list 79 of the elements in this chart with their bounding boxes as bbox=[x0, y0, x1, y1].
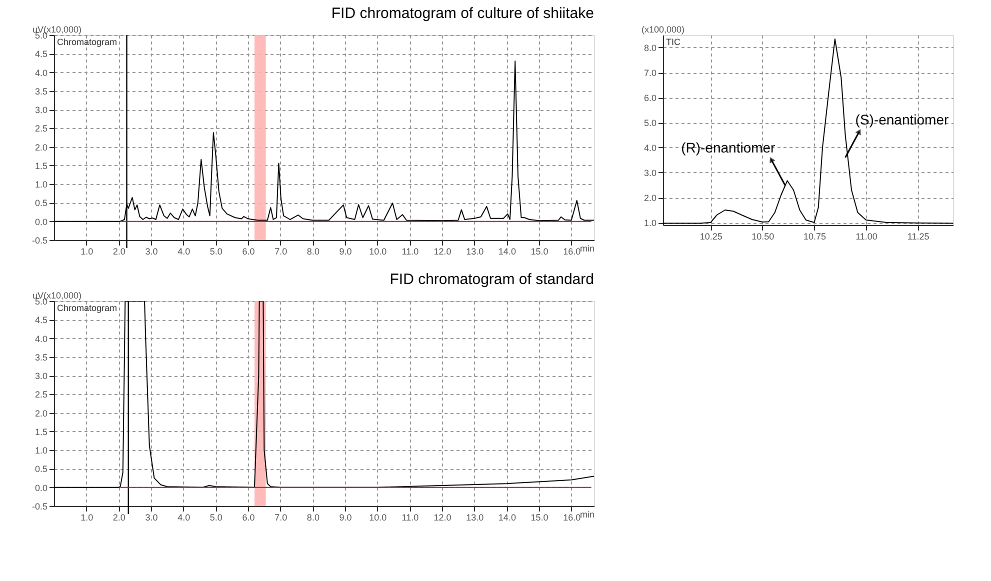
y-tick-label: 8.0 bbox=[644, 43, 656, 53]
y-tick-label: -0.5 bbox=[32, 502, 48, 512]
x-tick-label: 4.0 bbox=[178, 246, 190, 256]
y-tick-label: 1.0 bbox=[34, 446, 48, 456]
x-tick-label: 13.0 bbox=[466, 246, 484, 256]
y-tick-label: 2.5 bbox=[34, 390, 48, 400]
y-tick-label: 0.5 bbox=[34, 464, 48, 474]
x-tick-label: 14.0 bbox=[498, 512, 516, 522]
y-tick-label: 4.5 bbox=[34, 315, 48, 326]
x-tick-label: 9.0 bbox=[339, 512, 352, 522]
x-tick-label: 5.0 bbox=[210, 246, 222, 256]
x-tick-label: 7.0 bbox=[274, 512, 288, 522]
y-tick-label: 1.0 bbox=[34, 180, 48, 190]
x-tick-label: 16.0 bbox=[563, 246, 581, 256]
x-tick-label: 15.0 bbox=[530, 512, 548, 522]
x-tick-label: 10.25 bbox=[700, 232, 722, 242]
x-axis-title: min bbox=[580, 244, 594, 254]
chart-title: FID chromatogram of standard bbox=[390, 271, 594, 288]
x-tick-label: 10.0 bbox=[369, 512, 387, 522]
annotation: TIC bbox=[666, 37, 681, 47]
y-tick-label: 0.5 bbox=[34, 198, 48, 208]
x-tick-label: 11.0 bbox=[402, 246, 419, 256]
x-tick-label: 9.0 bbox=[339, 246, 352, 256]
y-tick-label: 3.0 bbox=[34, 105, 48, 116]
x-tick-label: 10.50 bbox=[752, 232, 774, 242]
x-tick-label: 3.0 bbox=[145, 246, 158, 256]
x-tick-label: 15.0 bbox=[530, 246, 548, 256]
x-tick-label: 1.0 bbox=[80, 246, 94, 256]
x-tick-label: 4.0 bbox=[178, 512, 190, 522]
x-tick-label: 12.0 bbox=[434, 512, 452, 522]
y-tick-label: 0.0 bbox=[34, 482, 48, 493]
y-tick-label: 2.0 bbox=[644, 193, 656, 203]
x-tick-label: 13.0 bbox=[466, 512, 484, 522]
annotation: (S)-enantiomer bbox=[855, 112, 949, 128]
y-tick-label: 0.0 bbox=[34, 216, 48, 227]
x-tick-label: 7.0 bbox=[274, 246, 288, 256]
x-tick-label: 12.0 bbox=[434, 246, 452, 256]
x-tick-label: 3.0 bbox=[145, 512, 158, 522]
y-tick-label: 2.5 bbox=[34, 124, 48, 134]
y-tick-label: 4.0 bbox=[34, 334, 48, 344]
y-tick-label: 6.0 bbox=[644, 93, 656, 103]
x-tick-label: 11.25 bbox=[907, 232, 930, 242]
y-tick-label: 1.0 bbox=[644, 218, 656, 228]
x-tick-label: 2.0 bbox=[112, 512, 126, 522]
y-tick-label: 2.0 bbox=[34, 142, 48, 152]
annotation: Chromatogram bbox=[57, 37, 118, 47]
y-tick-label: 3.5 bbox=[34, 352, 48, 362]
y-tick-label: 1.5 bbox=[34, 426, 48, 437]
x-tick-label: 10.75 bbox=[803, 232, 826, 242]
x-tick-label: 11.0 bbox=[402, 512, 419, 522]
y-tick-label: 4.5 bbox=[34, 49, 48, 60]
y-tick-label: -0.5 bbox=[32, 236, 48, 246]
x-tick-label: 10.0 bbox=[369, 246, 387, 256]
y-tick-label: 3.0 bbox=[644, 168, 656, 178]
y-axis-title: uV(x10,000) bbox=[32, 24, 82, 34]
x-tick-label: 6.0 bbox=[242, 246, 255, 256]
y-tick-label: 4.0 bbox=[34, 68, 48, 78]
y-tick-label: 7.0 bbox=[644, 68, 656, 78]
x-tick-label: 5.0 bbox=[210, 512, 222, 522]
x-tick-label: 11.00 bbox=[856, 232, 878, 242]
x-axis-title: min bbox=[580, 510, 594, 520]
y-axis-title: (x100,000) bbox=[642, 24, 685, 34]
x-tick-label: 1.0 bbox=[80, 512, 94, 522]
y-tick-label: 1.5 bbox=[34, 160, 48, 171]
y-axis-title: uV(x10,000) bbox=[32, 290, 82, 300]
y-tick-label: 3.5 bbox=[34, 86, 48, 96]
x-tick-label: 16.0 bbox=[563, 512, 581, 522]
y-tick-label: 2.0 bbox=[34, 408, 48, 418]
x-tick-label: 8.0 bbox=[306, 512, 320, 522]
y-tick-label: 5.0 bbox=[644, 118, 656, 128]
x-tick-label: 2.0 bbox=[112, 246, 126, 256]
annotation: Chromatogram bbox=[57, 303, 118, 313]
y-tick-label: 4.0 bbox=[644, 143, 656, 153]
chart-title: FID chromatogram of culture of shiitake bbox=[331, 5, 594, 22]
x-tick-label: 8.0 bbox=[306, 246, 320, 256]
x-tick-label: 14.0 bbox=[498, 246, 516, 256]
annotation: (R)-enantiomer bbox=[681, 140, 776, 156]
y-tick-label: 3.0 bbox=[34, 371, 48, 382]
x-tick-label: 6.0 bbox=[242, 512, 255, 522]
